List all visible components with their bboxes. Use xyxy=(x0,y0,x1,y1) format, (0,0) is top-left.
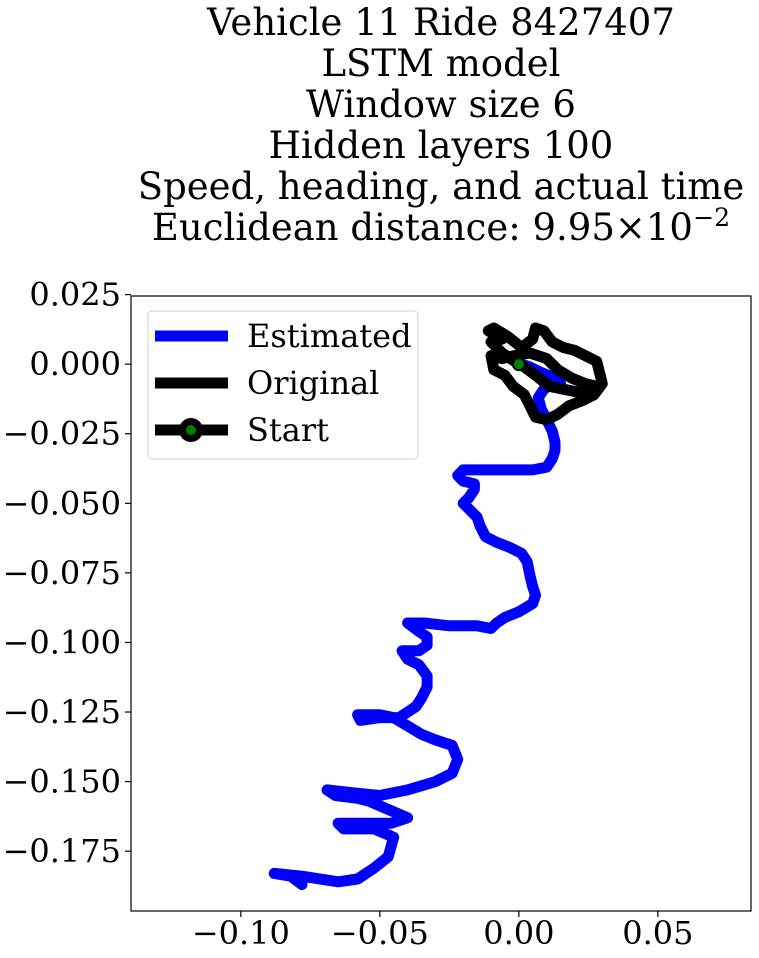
series-line-estimated xyxy=(268,358,567,891)
start-point-marker xyxy=(511,357,526,372)
x-tick-label: −0.05 xyxy=(331,914,429,952)
distance-label: Euclidean distance: 9.95 xyxy=(151,206,615,249)
x-tick-label: −0.10 xyxy=(192,914,290,952)
distance-times-sign: × xyxy=(614,206,646,249)
legend-start-dot xyxy=(186,425,196,435)
y-tick-label: −0.100 xyxy=(3,623,121,661)
series-line-original xyxy=(482,322,608,426)
legend-label-start: Start xyxy=(247,411,329,449)
x-tick-label: 0.05 xyxy=(622,914,693,952)
legend-label-estimated: Estimated xyxy=(247,317,412,355)
title-line-window: Window size 6 xyxy=(306,83,576,126)
x-axis: −0.10 −0.05 0.00 0.05 xyxy=(192,911,693,952)
y-tick-label: −0.150 xyxy=(3,763,121,801)
title-line-hidden-layers: Hidden layers 100 xyxy=(268,124,614,167)
y-tick-label: 0.000 xyxy=(29,345,121,383)
y-tick-label: −0.025 xyxy=(3,415,121,453)
x-tick-label: 0.00 xyxy=(483,914,554,952)
distance-exponent: −2 xyxy=(692,203,731,233)
plot-frame xyxy=(130,295,752,912)
y-tick-label: −0.125 xyxy=(3,693,121,731)
title-line-features: Speed, heading, and actual time xyxy=(137,165,745,208)
title-line-distance: Euclidean distance: 9.95×10−2 xyxy=(0,203,759,252)
title-line-model: LSTM model xyxy=(321,42,561,85)
y-axis: 0.025 0.000 −0.025 −0.050 −0.075 −0.100 −0.125… xyxy=(3,276,131,870)
y-tick-label: −0.050 xyxy=(3,484,121,522)
title-line-vehicle: Vehicle 11 Ride 8427407 xyxy=(207,1,675,44)
series-layer xyxy=(268,322,608,891)
distance-base: 10 xyxy=(645,206,693,249)
chart-title: Vehicle 11 Ride 8427407 LSTM model Windo… xyxy=(0,2,759,252)
y-tick-label: −0.175 xyxy=(3,832,121,870)
legend: Estimated Original Start xyxy=(147,310,419,460)
legend-label-original: Original xyxy=(247,364,379,402)
y-tick-label: 0.025 xyxy=(29,276,121,314)
y-tick-label: −0.075 xyxy=(3,554,121,592)
legend-box xyxy=(147,310,419,460)
